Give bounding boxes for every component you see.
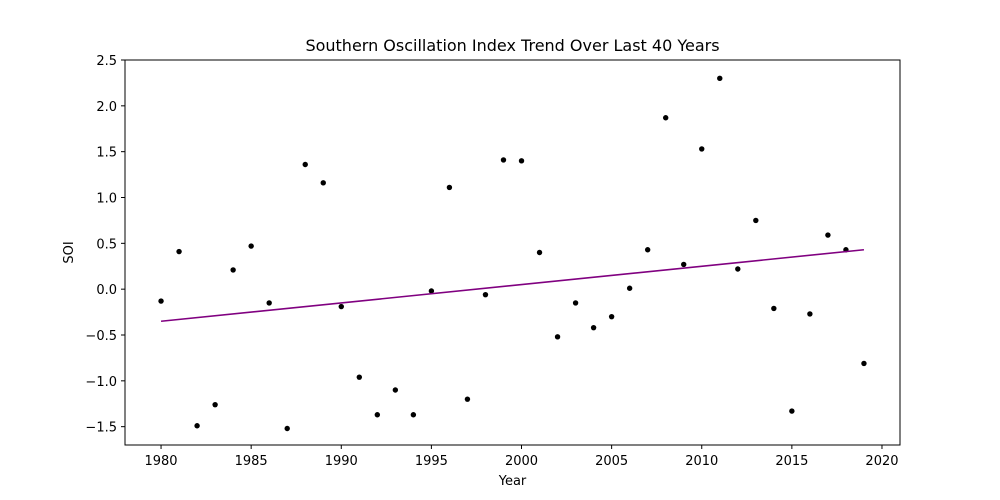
y-tick-label: 1.0 [96,192,117,207]
data-point [662,115,669,121]
data-point [284,425,290,432]
y-tick-label: 0.5 [96,237,117,252]
axes: 1980 1985 1990 1995 2000 2005 2010 2015 2020 −1.5… [85,54,901,469]
data-point [392,387,399,393]
data-point [446,184,453,191]
data-point [825,232,831,238]
data-point [266,300,272,306]
data-point [681,261,687,268]
y-tick-label: −1.0 [85,375,117,390]
y-tick-label: 1.5 [96,146,117,161]
data-point [626,285,633,291]
y-axis-label: SOI [62,241,77,263]
data-point [230,267,236,273]
data-point [861,360,867,367]
data-point [518,158,525,164]
data-point [158,298,164,304]
data-point [302,161,308,168]
data-point [212,401,218,408]
x-tick-label: 1990 [325,454,358,469]
data-point [428,288,435,294]
x-tick-label: 1980 [144,454,177,469]
x-tick-label: 1995 [415,454,448,469]
data-point [410,412,417,418]
y-tick-label: 0.0 [96,283,117,298]
data-point [608,313,615,320]
data-point [500,157,507,163]
data-point [194,423,200,429]
data-point [464,396,471,402]
data-point [338,303,344,310]
data-point [572,300,579,306]
x-tick-label: 2015 [775,454,808,469]
data-point [807,311,813,317]
data-point [590,324,597,331]
y-tick-label: 2.5 [96,54,117,69]
x-axis-label: Year [498,474,527,489]
x-tick-label: 1985 [235,454,268,469]
data-point [320,180,326,186]
x-tick-label: 2000 [505,454,538,469]
data-point [735,266,741,272]
x-tick-label: 2020 [865,454,898,469]
y-tick-label: 2.0 [96,100,117,115]
y-tick-label: −0.5 [85,329,117,344]
data-point [356,374,363,380]
y-tick-label: −1.5 [85,421,117,436]
x-tick-label: 2010 [685,454,718,469]
chart-title: Southern Oscillation Index Trend Over La… [305,36,719,55]
data-point [789,408,795,414]
data-point [554,334,561,340]
data-point [482,291,489,298]
data-point [644,247,651,253]
data-point [699,146,705,152]
data-point [248,243,254,249]
trend-line [160,248,865,323]
plot-area [158,75,867,432]
plot-frame [124,59,901,446]
data-point [374,412,381,418]
data-point [753,217,759,224]
data-point [771,305,777,312]
data-point [176,248,182,255]
x-tick-label: 2005 [595,454,628,469]
data-point [536,249,543,256]
data-point [717,75,723,82]
